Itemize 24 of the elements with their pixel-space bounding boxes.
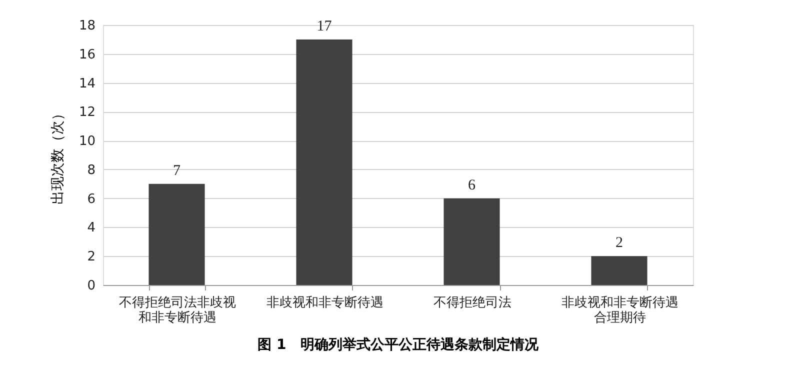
text: 图 1 明确列举式公平公正待遇条款制定情况 bbox=[258, 336, 540, 353]
data-label: 2 bbox=[616, 235, 623, 252]
y-tick-label: 16 bbox=[78, 47, 96, 62]
y-tick-label: 2 bbox=[87, 250, 96, 265]
bar bbox=[444, 198, 500, 285]
y-tick-label: 14 bbox=[78, 76, 96, 92]
data-label: 6 bbox=[468, 177, 476, 194]
y-axis-title: 出现次数（次） bbox=[50, 106, 66, 204]
y-tick-label: 8 bbox=[87, 162, 96, 178]
y-tick-label: 4 bbox=[87, 220, 96, 236]
x-tick-label: 不得拒绝司法 bbox=[433, 296, 512, 310]
y-tick-label: 12 bbox=[78, 105, 96, 120]
y-tick-label: 0 bbox=[87, 278, 96, 294]
bar bbox=[148, 184, 205, 285]
y-tick-label: 18 bbox=[78, 18, 96, 34]
bar bbox=[591, 256, 648, 285]
y-tick-label: 10 bbox=[78, 134, 96, 150]
data-label: 7 bbox=[173, 162, 181, 179]
bar bbox=[296, 39, 352, 285]
x-tick-label: 不得拒绝司法非歧视和非专断待遇 bbox=[118, 296, 236, 326]
data-label: 17 bbox=[316, 18, 332, 34]
x-tick-label: 非歧视和非专断待遇合理期待 bbox=[561, 296, 678, 326]
x-tick-label: 非歧视和非专断待遇 bbox=[266, 296, 384, 310]
y-tick-label: 6 bbox=[87, 192, 96, 207]
